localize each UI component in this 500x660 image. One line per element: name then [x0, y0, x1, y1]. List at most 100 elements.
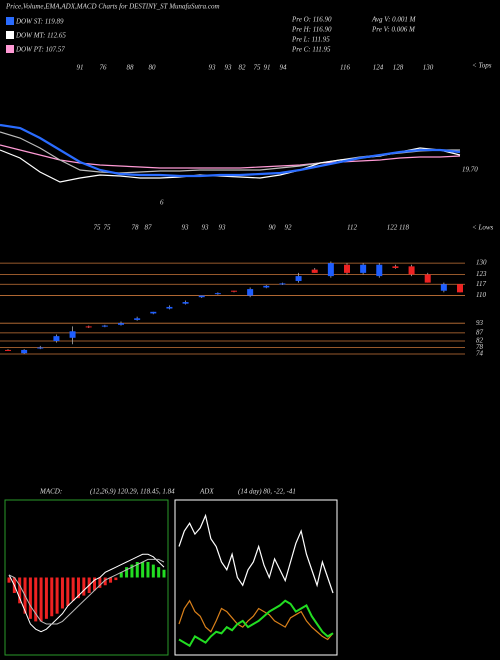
top-label: 76 [100, 64, 108, 72]
candle-body [327, 263, 334, 277]
series-line [0, 144, 461, 169]
stat-text: Avg V: 0.001 M [371, 16, 417, 24]
low-label: 87 [145, 224, 153, 232]
chart-title: Price,Volume,EMA,ADX,MACD Charts for DES… [5, 3, 220, 11]
histogram-bar [119, 572, 123, 578]
low-label: 112 [347, 224, 357, 232]
candle-body [134, 318, 141, 320]
stat-text: Pre C: 111.95 [291, 46, 331, 54]
legend-text: DOW ST: 119.89 [15, 18, 64, 26]
top-label: 80 [149, 64, 157, 72]
low-label: 93 [219, 224, 227, 232]
top-label: 93 [209, 64, 217, 72]
histogram-bar [71, 577, 75, 601]
top-label: 75 [254, 64, 262, 72]
histogram-bar [141, 562, 145, 578]
level-label: 93 [476, 319, 484, 327]
top-label: 94 [280, 64, 288, 72]
histogram-bar [93, 577, 97, 591]
histogram-bar [114, 577, 118, 581]
panel-frame [4, 499, 169, 656]
candle-body [5, 349, 11, 351]
low-label: 90 [269, 224, 277, 232]
stat-text: Pre O: 116.90 [291, 16, 332, 24]
candle-body [118, 323, 124, 325]
level-label: 110 [476, 291, 486, 299]
candle-body [85, 326, 92, 328]
series-line [0, 123, 461, 178]
histogram-bar [98, 577, 102, 588]
series-line [178, 513, 334, 594]
low-label: 92 [285, 224, 293, 232]
top-label: 88 [127, 64, 135, 72]
level-label: 117 [476, 280, 486, 288]
histogram-bar [151, 564, 155, 578]
legend-text: DOW MT: 112.65 [15, 32, 66, 40]
stat-text: Pre L: 111.95 [291, 36, 330, 44]
candle-body [457, 284, 463, 293]
low-label: 75 [104, 224, 112, 232]
candle-body [214, 293, 221, 295]
level-label: 82 [476, 337, 484, 345]
histogram-bar [55, 577, 59, 614]
lows-label: < Lows [472, 224, 494, 232]
candle-body [424, 274, 431, 283]
top-label: 93 [225, 64, 233, 72]
level-label: 130 [476, 259, 487, 267]
candle-body [182, 302, 189, 304]
legend-swatch [6, 31, 14, 39]
candle-body [279, 283, 286, 285]
histogram-bar [125, 567, 129, 578]
candle-body [376, 264, 383, 277]
histogram-bar [103, 577, 107, 586]
histogram-bar [39, 577, 43, 622]
candle-body [440, 284, 447, 291]
low-label: 78 [132, 224, 140, 232]
candle-body [166, 306, 173, 309]
legend-swatch [6, 17, 14, 25]
low-label: 122 [387, 224, 398, 232]
candle-body [263, 285, 270, 288]
histogram-bar [28, 577, 32, 619]
top-label: 116 [340, 64, 350, 72]
histogram-bar [66, 577, 70, 606]
level-label: 87 [476, 329, 484, 337]
stat-text: Pre H: 116.90 [291, 26, 332, 34]
candle-body [37, 347, 44, 349]
top-label: 124 [373, 64, 384, 72]
candle-body [408, 266, 415, 275]
legend-text: DOW PT: 107.57 [15, 46, 65, 54]
histogram-bar [157, 567, 161, 578]
panel-frame [174, 499, 338, 656]
histogram-bar [34, 577, 38, 622]
annotation: 6 [160, 199, 164, 207]
series-line [178, 599, 334, 648]
series-line [178, 599, 334, 641]
histogram-bar [44, 577, 48, 619]
candle-body [21, 349, 28, 354]
top-label: 91 [77, 64, 84, 72]
histogram-bar [135, 562, 139, 578]
low-label: 118 [399, 224, 409, 232]
legend-swatch [6, 45, 14, 53]
low-label: 93 [182, 224, 190, 232]
histogram-bar [109, 577, 113, 583]
top-label: 91 [264, 64, 271, 72]
candle-body [69, 331, 76, 338]
tops-label: < Tops [472, 62, 492, 70]
histogram-bar [162, 569, 166, 578]
histogram-bar [76, 577, 80, 599]
macd-label: MACD: [39, 488, 62, 496]
stat-text: Pre V: 0.006 M [371, 26, 416, 34]
adx-label: ADX [199, 488, 214, 496]
annotation: 19.70 [462, 166, 478, 174]
series-line [8, 553, 165, 633]
level-label: 74 [476, 350, 484, 358]
adx-text: (14 day) 80, -22, -41 [238, 488, 296, 496]
histogram-bar [50, 577, 54, 617]
histogram-bar [130, 564, 134, 578]
macd-text: (12,26,9) 120.29, 118.45, 1.84 [90, 488, 175, 496]
top-label: 130 [423, 64, 434, 72]
